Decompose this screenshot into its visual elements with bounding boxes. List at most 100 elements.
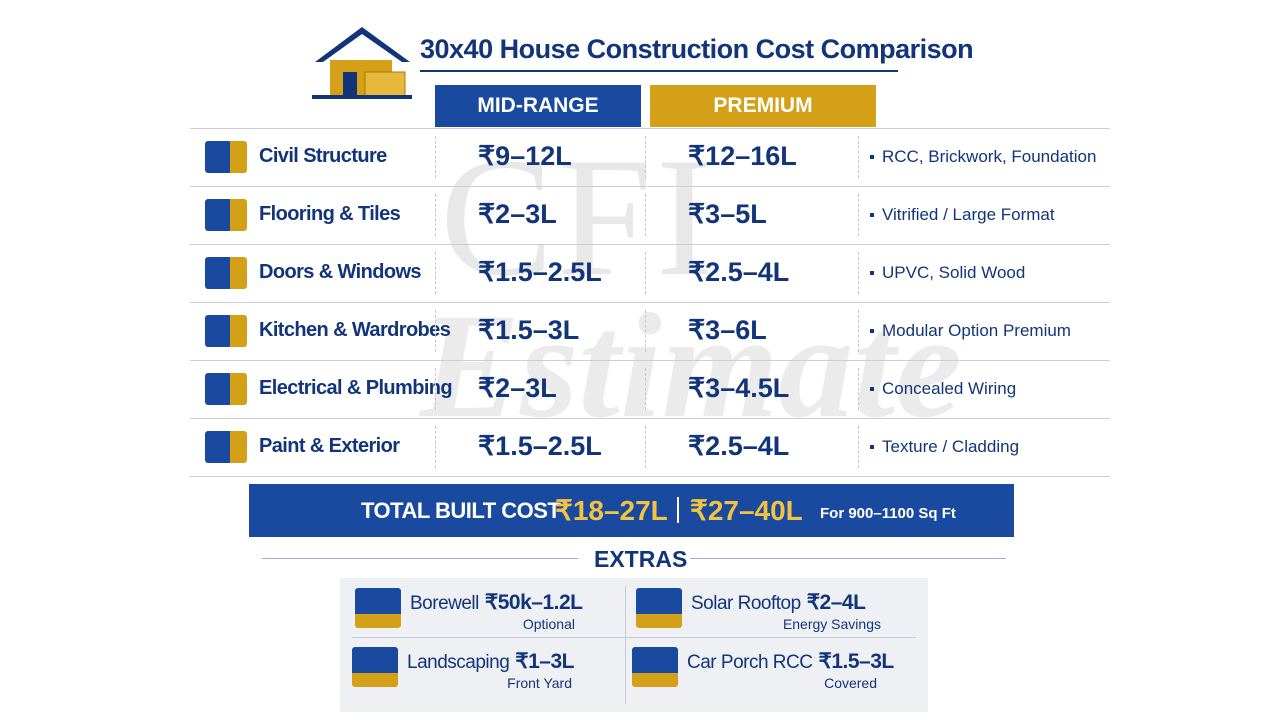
watermark: Estimate [420, 283, 962, 449]
extra-heading: Borewell ₹50k–1.2L [410, 590, 583, 615]
column-header: MID-RANGE [435, 85, 641, 127]
watermark: CFI [440, 123, 717, 311]
row-label: Doors & Windows [259, 261, 422, 283]
divider [645, 194, 646, 236]
row-icon [205, 373, 247, 405]
total-note: For 900–1100 Sq Ft [820, 505, 956, 522]
extra-heading: Solar Rooftop ₹2–4L [691, 590, 866, 615]
extra-cost: ₹2–4L [806, 591, 866, 614]
row-label: Electrical & Plumbing [259, 377, 453, 399]
extra-icon [636, 588, 682, 628]
mid-cost: ₹2–3L [478, 373, 557, 403]
premium-cost: ₹12–16L [688, 141, 797, 171]
extra-name: Solar Rooftop [691, 593, 801, 614]
row-icon [205, 257, 247, 289]
premium-cost: ₹2.5–4L [688, 257, 790, 287]
rule [690, 558, 1006, 559]
total-mid: ₹18–27L [555, 495, 668, 526]
row-icon [205, 199, 247, 231]
row-note: Vitrified / Large Format [882, 205, 1055, 224]
divider [858, 194, 859, 236]
mid-cost: ₹1.5–2.5L [478, 257, 602, 287]
row-label: Kitchen & Wardrobes [259, 319, 451, 341]
extra-note: Optional [522, 616, 575, 632]
divider [352, 637, 916, 638]
bullet [870, 329, 874, 333]
extras-box [340, 578, 928, 712]
row-label: Paint & Exterior [259, 435, 400, 457]
total-bar [249, 484, 1014, 537]
title: 30x40 House Construction Cost Comparison [420, 34, 974, 64]
divider [645, 368, 646, 410]
extras-title: EXTRAS [594, 546, 688, 572]
rule [190, 302, 1110, 303]
mid-cost: ₹1.5–3L [478, 315, 580, 345]
rule [190, 128, 1110, 129]
row-note: Modular Option Premium [882, 321, 1071, 340]
extra-cost: ₹1.5–3L [818, 650, 894, 673]
row-note: Texture / Cladding [882, 437, 1020, 456]
divider [645, 426, 646, 468]
extra-icon [352, 647, 398, 687]
rule [190, 360, 1110, 361]
premium-cost: ₹3–5L [688, 199, 767, 229]
mid-cost: ₹2–3L [478, 199, 557, 229]
extra-name: Landscaping [407, 652, 510, 673]
divider [858, 252, 859, 294]
bullet [870, 155, 874, 159]
divider [858, 136, 859, 178]
mid-cost: ₹9–12L [478, 141, 572, 171]
extra-heading: Car Porch RCC ₹1.5–3L [687, 649, 894, 674]
divider [645, 252, 646, 294]
extra-note: Front Yard [507, 675, 572, 691]
extra-note: Covered [824, 675, 877, 691]
bullet [870, 387, 874, 391]
divider [435, 426, 436, 468]
premium-cost: ₹2.5–4L [688, 431, 790, 461]
row-icon [205, 141, 247, 173]
extra-note: Energy Savings [782, 616, 881, 632]
column-header: PREMIUM [650, 85, 876, 127]
premium-cost: ₹3–6L [688, 315, 767, 345]
bullet [870, 445, 874, 449]
rule [262, 558, 578, 559]
total-label: TOTAL BUILT COST [361, 498, 561, 523]
row-icon [205, 431, 247, 463]
extra-name: Borewell [410, 593, 479, 614]
row-icon [205, 315, 247, 347]
extra-icon [355, 588, 401, 628]
extra-icon [632, 647, 678, 687]
house-logo [312, 27, 412, 99]
divider [858, 368, 859, 410]
divider [435, 252, 436, 294]
mid-cost: ₹1.5–2.5L [478, 431, 602, 461]
rule [190, 244, 1110, 245]
rule [190, 418, 1110, 419]
premium-cost: ₹3–4.5L [688, 373, 790, 403]
extra-cost: ₹1–3L [515, 650, 574, 673]
row-label: Civil Structure [259, 145, 387, 167]
divider [858, 310, 859, 352]
divider [645, 136, 646, 178]
row-label: Flooring & Tiles [259, 203, 401, 225]
extra-cost: ₹50k–1.2L [484, 591, 583, 614]
divider [645, 310, 646, 352]
rule [190, 186, 1110, 187]
divider [435, 136, 436, 178]
extra-name: Car Porch RCC [687, 652, 813, 673]
row-note: UPVC, Solid Wood [882, 263, 1026, 282]
bullet [870, 271, 874, 275]
divider [435, 194, 436, 236]
divider [677, 497, 679, 523]
divider [858, 426, 859, 468]
extra-heading: Landscaping ₹1–3L [407, 649, 574, 674]
rule [190, 476, 1110, 477]
row-note: RCC, Brickwork, Foundation [882, 147, 1097, 166]
total-premium: ₹27–40L [690, 495, 803, 526]
bullet [870, 213, 874, 217]
title-underline [420, 70, 898, 72]
divider [625, 586, 626, 704]
divider [435, 310, 436, 352]
divider [435, 368, 436, 410]
